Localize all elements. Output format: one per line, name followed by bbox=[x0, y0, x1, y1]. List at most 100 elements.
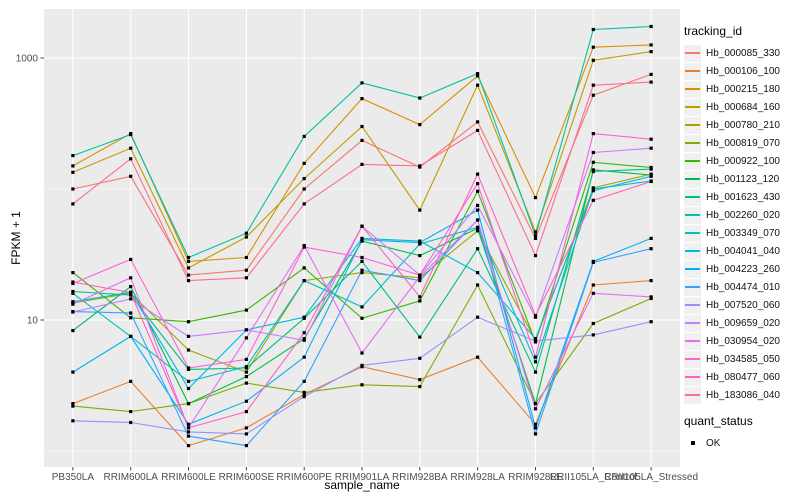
data-point bbox=[360, 271, 364, 275]
data-point bbox=[71, 370, 75, 374]
x-tick-label: RRIM600LA bbox=[103, 472, 158, 483]
data-point bbox=[360, 383, 364, 387]
legend-item-Hb_000215_180: Hb_000215_180 bbox=[684, 80, 800, 98]
legend-label: Hb_030954_020 bbox=[706, 335, 780, 347]
legend-key-line bbox=[685, 340, 700, 342]
legend-key-swatch bbox=[684, 332, 701, 350]
data-point bbox=[244, 357, 248, 361]
legend-label: Hb_009659_020 bbox=[706, 317, 780, 329]
data-point bbox=[186, 434, 191, 438]
data-point bbox=[129, 311, 133, 315]
data-point bbox=[129, 379, 133, 383]
legend-label: Hb_004223_260 bbox=[706, 263, 780, 275]
legend-key-line bbox=[685, 214, 700, 216]
x-tick-label: PB350LA bbox=[52, 472, 95, 483]
legend-key-swatch bbox=[684, 296, 701, 314]
data-point bbox=[71, 187, 75, 191]
data-point bbox=[418, 295, 422, 299]
legend-item-Hb_030954_020: Hb_030954_020 bbox=[684, 332, 800, 350]
x-tick-label: RRII105LA_Stressed bbox=[604, 472, 698, 483]
data-point bbox=[649, 80, 653, 84]
data-point bbox=[186, 266, 191, 270]
data-point bbox=[186, 430, 191, 434]
data-point bbox=[71, 310, 75, 314]
data-point bbox=[244, 231, 248, 235]
y-axis-title: FPKM + 1 bbox=[9, 211, 23, 265]
data-point bbox=[591, 189, 595, 193]
legend-key-swatch bbox=[684, 170, 701, 188]
data-point bbox=[302, 187, 306, 191]
data-point bbox=[649, 146, 653, 150]
legend-key-swatch bbox=[684, 386, 701, 404]
data-point bbox=[71, 164, 75, 168]
data-point bbox=[533, 370, 538, 374]
data-point bbox=[244, 426, 248, 430]
data-point bbox=[591, 83, 595, 87]
data-point bbox=[360, 238, 364, 242]
data-point bbox=[476, 189, 480, 193]
x-tick-label: RRIM928LE bbox=[508, 472, 563, 483]
data-point bbox=[71, 404, 75, 408]
x-tick-label: RRIM901LA bbox=[335, 472, 390, 483]
legend-key-swatch bbox=[684, 62, 701, 80]
data-point bbox=[186, 386, 191, 391]
data-point bbox=[244, 375, 248, 379]
data-point bbox=[476, 172, 480, 176]
data-point bbox=[649, 236, 653, 240]
data-point bbox=[533, 196, 538, 200]
data-point bbox=[533, 236, 538, 240]
data-point bbox=[186, 279, 191, 283]
data-point bbox=[649, 24, 653, 29]
legend-label: Hb_000085_330 bbox=[706, 47, 780, 59]
data-point bbox=[533, 422, 538, 426]
data-point bbox=[360, 162, 364, 166]
legend-label: Hb_000106_100 bbox=[706, 65, 780, 77]
data-point bbox=[360, 97, 364, 101]
data-point bbox=[244, 276, 248, 280]
data-point bbox=[418, 123, 422, 127]
data-point bbox=[533, 432, 538, 436]
data-point bbox=[533, 314, 538, 318]
legend-item-Hb_000085_330: Hb_000085_330 bbox=[684, 44, 800, 62]
data-point bbox=[476, 72, 480, 76]
legend-key-line bbox=[685, 88, 700, 90]
legend-label: Hb_007520_060 bbox=[706, 299, 780, 311]
data-point bbox=[418, 164, 422, 168]
legend-item-Hb_004041_040: Hb_004041_040 bbox=[684, 242, 800, 260]
legend-item-Hb_003349_070: Hb_003349_070 bbox=[684, 224, 800, 242]
data-point bbox=[129, 285, 133, 289]
data-point bbox=[71, 302, 75, 306]
data-point bbox=[129, 420, 133, 425]
data-point bbox=[71, 329, 75, 333]
data-point bbox=[418, 254, 422, 258]
legend-key-line bbox=[685, 124, 700, 126]
data-point bbox=[591, 321, 595, 326]
data-point bbox=[71, 402, 75, 406]
data-point bbox=[476, 271, 480, 275]
legend-items-tracking: Hb_000085_330 Hb_000106_100 Hb_000215_180 H… bbox=[684, 44, 800, 404]
legend-key-line bbox=[685, 322, 700, 324]
data-point bbox=[591, 291, 595, 295]
data-point bbox=[476, 120, 480, 124]
legend-key-swatch bbox=[684, 134, 701, 152]
legend-label: Hb_183086_040 bbox=[706, 389, 780, 401]
data-point bbox=[418, 96, 422, 100]
data-point bbox=[591, 169, 595, 174]
data-point bbox=[476, 315, 480, 319]
data-point bbox=[591, 187, 595, 191]
data-point bbox=[360, 305, 364, 309]
data-point bbox=[476, 182, 480, 186]
data-point bbox=[533, 402, 538, 406]
legend-key-line bbox=[685, 70, 700, 72]
legend-label: Hb_000819_070 bbox=[706, 137, 780, 149]
data-point bbox=[302, 266, 306, 270]
data-point bbox=[418, 385, 422, 389]
legend-key-line bbox=[685, 232, 700, 234]
legend-title-quant-status: quant_status bbox=[684, 414, 753, 428]
data-point bbox=[244, 399, 248, 403]
data-point bbox=[476, 283, 480, 287]
legend-label: Hb_002260_020 bbox=[706, 209, 780, 221]
data-point bbox=[186, 320, 191, 324]
data-point bbox=[302, 161, 306, 165]
legend: tracking_id Hb_000085_330 Hb_000106_100 Hb… bbox=[684, 24, 800, 452]
